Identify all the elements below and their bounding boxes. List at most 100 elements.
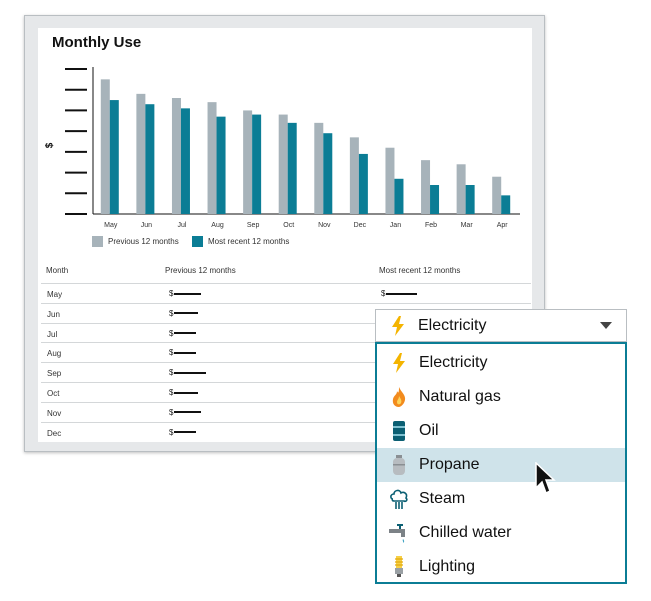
x-tick-label: Mar bbox=[461, 222, 474, 229]
oil-barrel-icon bbox=[389, 420, 409, 442]
bar-previous bbox=[100, 79, 110, 214]
table-header-month: Month bbox=[46, 266, 69, 275]
row-month: Nov bbox=[47, 408, 62, 418]
option-label: Electricity bbox=[419, 354, 488, 371]
chevron-down-icon[interactable] bbox=[600, 322, 612, 329]
selected-fuel-label: Electricity bbox=[418, 316, 487, 334]
option-label: Lighting bbox=[419, 558, 476, 575]
legend-recent: Most recent 12 months bbox=[192, 236, 289, 247]
legend-label-recent: Most recent 12 months bbox=[208, 237, 290, 246]
row-month: Jul bbox=[47, 329, 58, 339]
propane-tank-icon bbox=[389, 454, 409, 476]
row-previous-value: $ bbox=[169, 427, 197, 437]
row-recent-value: $ bbox=[381, 289, 418, 298]
steam-icon bbox=[389, 488, 409, 510]
card-title: Monthly Use bbox=[52, 34, 142, 51]
legend-label-previous: Previous 12 months bbox=[108, 237, 179, 246]
row-month: May bbox=[47, 290, 63, 299]
bar-previous bbox=[171, 98, 181, 214]
x-tick-label: Jul bbox=[177, 222, 186, 229]
row-month: Jun bbox=[47, 309, 60, 319]
row-previous-value: $ bbox=[169, 408, 202, 417]
bar-recent bbox=[145, 104, 155, 214]
bar-previous bbox=[207, 102, 217, 214]
row-month: Oct bbox=[47, 389, 60, 398]
flame-icon bbox=[389, 386, 409, 408]
option-label: Chilled water bbox=[419, 524, 512, 541]
bar-previous bbox=[385, 147, 395, 214]
currency-symbol: $ bbox=[169, 289, 174, 298]
currency-symbol: $ bbox=[169, 348, 174, 358]
value-bar bbox=[174, 351, 197, 354]
value-bar bbox=[174, 371, 207, 374]
option-label: Oil bbox=[419, 422, 439, 439]
option-label: Propane bbox=[419, 456, 480, 473]
currency-symbol: $ bbox=[169, 328, 174, 338]
bar-recent bbox=[323, 133, 333, 214]
x-tick-label: Nov bbox=[318, 222, 331, 229]
bar-recent bbox=[216, 116, 226, 214]
bar-recent bbox=[358, 153, 368, 214]
row-month: Dec bbox=[47, 428, 62, 438]
option-electricity[interactable]: Electricity bbox=[377, 346, 625, 380]
currency-symbol: $ bbox=[169, 368, 174, 378]
currency-symbol: $ bbox=[169, 308, 174, 318]
currency-symbol: $ bbox=[169, 427, 174, 437]
option-label: Steam bbox=[419, 490, 466, 507]
lightning-icon bbox=[389, 352, 409, 374]
table-row: Oct $ bbox=[41, 382, 531, 402]
bar-previous bbox=[278, 114, 288, 214]
bar-recent bbox=[287, 122, 297, 214]
option-propane[interactable]: Propane bbox=[377, 448, 625, 482]
x-tick-label: Jun bbox=[141, 222, 152, 229]
table-header-recent: Most recent 12 months bbox=[379, 266, 461, 275]
bar-previous bbox=[349, 137, 359, 214]
bar-recent bbox=[465, 185, 475, 214]
table-row: Sep $ bbox=[41, 362, 531, 382]
x-tick-label: Apr bbox=[497, 222, 509, 229]
value-bar bbox=[174, 332, 197, 335]
row-month: Sep bbox=[47, 369, 62, 379]
bar-previous bbox=[456, 164, 466, 214]
x-tick-label: Sep bbox=[247, 222, 260, 229]
row-previous-value: $ bbox=[169, 388, 199, 397]
bar-recent bbox=[501, 195, 511, 214]
value-bar bbox=[174, 292, 202, 295]
row-month: Aug bbox=[47, 349, 62, 359]
table-row: Aug $ bbox=[41, 342, 531, 362]
option-label: Natural gas bbox=[419, 388, 501, 405]
bar-recent bbox=[252, 114, 262, 214]
light-bulb-icon bbox=[389, 556, 409, 578]
legend-previous: Previous 12 months bbox=[92, 236, 179, 247]
bar-previous bbox=[243, 110, 253, 214]
value-bar bbox=[174, 312, 199, 315]
row-previous-value: $ bbox=[169, 368, 207, 378]
bar-previous bbox=[421, 160, 431, 214]
option-lighting[interactable]: Lighting bbox=[377, 550, 625, 584]
bar-recent bbox=[180, 108, 190, 214]
table-header-previous: Previous 12 months bbox=[165, 266, 236, 275]
legend-swatch-recent bbox=[192, 236, 203, 247]
value-bar bbox=[174, 411, 202, 414]
x-tick-label: Feb bbox=[425, 222, 437, 229]
row-previous-value: $ bbox=[169, 308, 199, 318]
table-row: Jun $ bbox=[41, 302, 531, 323]
bar-previous bbox=[136, 93, 146, 214]
bar-recent bbox=[109, 100, 119, 214]
bar-recent bbox=[430, 185, 440, 214]
fuel-type-select[interactable]: Electricity bbox=[375, 309, 627, 342]
bar-previous bbox=[492, 176, 502, 214]
lightning-icon bbox=[388, 315, 408, 337]
x-tick-label: May bbox=[104, 222, 118, 229]
option-chilled-water[interactable]: Chilled water bbox=[377, 516, 625, 550]
bar-previous bbox=[314, 122, 324, 214]
x-tick-label: Jan bbox=[390, 222, 401, 229]
value-bar bbox=[174, 431, 197, 434]
row-previous-value: $ bbox=[169, 348, 197, 358]
option-steam[interactable]: Steam bbox=[377, 482, 625, 516]
option-oil[interactable]: Oil bbox=[377, 414, 625, 448]
option-natural-gas[interactable]: Natural gas bbox=[377, 380, 625, 414]
value-bar bbox=[386, 292, 418, 295]
row-previous-value: $ bbox=[169, 289, 202, 298]
